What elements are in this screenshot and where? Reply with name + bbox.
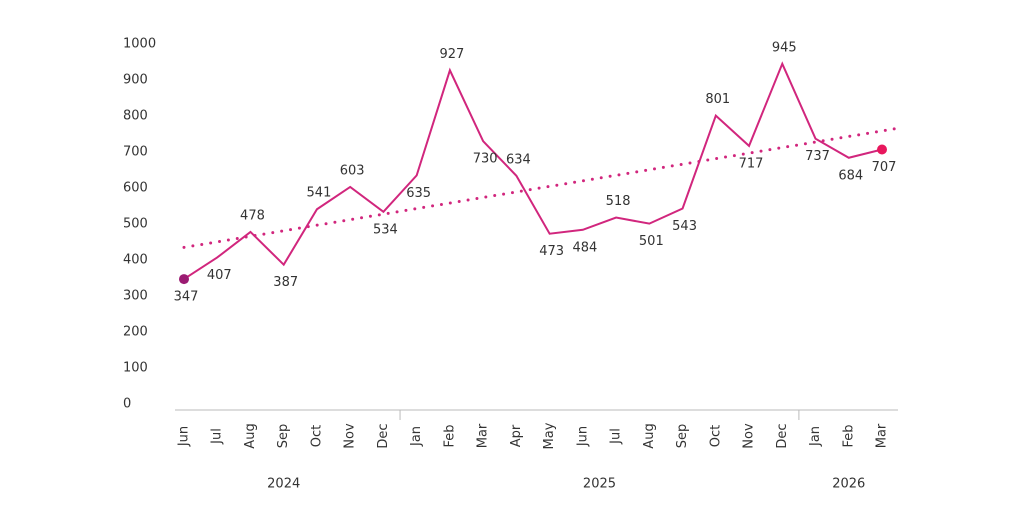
x-tick-label: Mar — [875, 423, 890, 448]
year-label: 2026 — [832, 477, 865, 492]
trend-line — [182, 127, 898, 249]
y-tick-label: 300 — [123, 289, 148, 304]
x-tick-label: Mar — [476, 423, 491, 448]
x-tick-label: Jul — [210, 428, 225, 445]
data-label: 501 — [639, 234, 664, 249]
x-tick-label: Dec — [376, 423, 391, 448]
y-tick-label: 0 — [123, 397, 131, 412]
data-label: 478 — [240, 208, 265, 223]
year-label: 2024 — [267, 477, 300, 492]
x-tick-label: Jul — [609, 428, 624, 445]
x-tick-label: Jan — [409, 426, 424, 447]
x-tick-label: May — [542, 422, 557, 449]
data-label: 407 — [207, 268, 232, 283]
data-label: 543 — [672, 219, 697, 234]
x-tick-label: Aug — [243, 423, 258, 448]
x-tick-label: Nov — [742, 423, 757, 449]
data-label: 737 — [805, 149, 830, 164]
data-label: 945 — [772, 40, 797, 55]
y-tick-label: 600 — [123, 181, 148, 196]
data-label: 541 — [307, 186, 332, 201]
data-label: 473 — [539, 244, 564, 259]
x-tick-label: Dec — [775, 423, 790, 448]
x-tick-label: Nov — [343, 423, 358, 449]
data-label: 717 — [739, 156, 764, 171]
x-tick-label: Jun — [177, 426, 192, 447]
data-label: 518 — [606, 194, 631, 209]
y-tick-label: 700 — [123, 145, 148, 160]
y-tick-label: 1000 — [123, 37, 156, 52]
data-label: 484 — [572, 240, 597, 255]
data-label: 347 — [174, 290, 199, 305]
end-point — [877, 144, 887, 155]
y-tick-label: 200 — [123, 325, 148, 340]
x-tick-label: Apr — [509, 424, 524, 447]
year-label: 2025 — [583, 477, 616, 492]
data-label: 634 — [506, 152, 531, 167]
x-tick-label: Jun — [575, 426, 590, 447]
x-tick-label: Sep — [675, 424, 690, 449]
y-tick-label: 100 — [123, 361, 148, 376]
data-label: 801 — [705, 92, 730, 107]
x-tick-label: Feb — [841, 424, 856, 447]
data-label: 534 — [373, 222, 398, 237]
y-tick-label: 500 — [123, 217, 148, 232]
data-label: 707 — [872, 160, 897, 175]
x-tick-label: Aug — [642, 423, 657, 448]
x-tick-label: Oct — [309, 425, 324, 447]
data-label: 603 — [340, 163, 365, 178]
x-tick-label: Jan — [808, 426, 823, 447]
y-tick-label: 800 — [123, 109, 148, 124]
x-tick-label: Feb — [442, 424, 457, 447]
y-tick-label: 900 — [123, 73, 148, 88]
data-label: 730 — [473, 152, 498, 167]
x-tick-label: Sep — [276, 424, 291, 449]
y-tick-label: 400 — [123, 253, 148, 268]
data-line — [183, 61, 883, 280]
start-point — [179, 274, 189, 285]
data-label: 387 — [273, 275, 298, 290]
data-label: 635 — [406, 186, 431, 201]
data-label: 927 — [439, 47, 464, 62]
data-label: 684 — [838, 168, 863, 183]
x-tick-label: Oct — [708, 425, 723, 447]
